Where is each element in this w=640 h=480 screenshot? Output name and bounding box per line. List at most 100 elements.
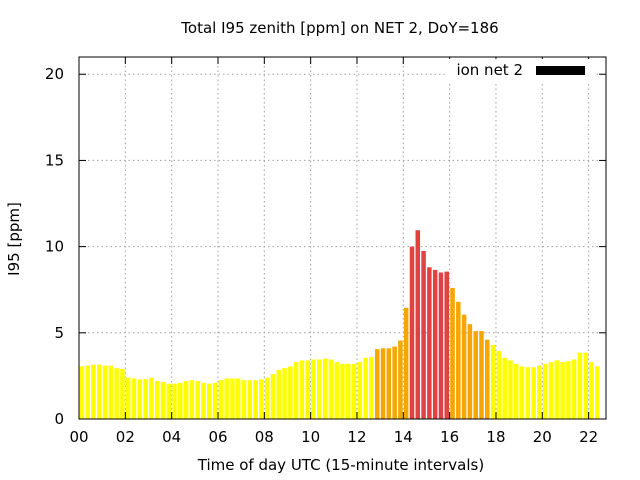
- bar: [438, 272, 444, 419]
- y-axis-label: I95 [ppm]: [5, 202, 23, 276]
- bar: [444, 271, 450, 419]
- bar: [589, 362, 594, 419]
- bar: [270, 374, 276, 419]
- bar: [253, 380, 258, 419]
- x-tick-label: 12: [347, 428, 366, 446]
- y-tick-label: 5: [54, 324, 64, 342]
- bar: [456, 301, 461, 419]
- bar: [79, 366, 85, 419]
- bar: [537, 365, 542, 419]
- bar: [479, 331, 484, 419]
- y-tick-label: 0: [54, 410, 64, 428]
- bar: [137, 379, 143, 419]
- x-tick-label: 16: [440, 428, 459, 446]
- x-tick-label: 02: [116, 428, 135, 446]
- bar: [241, 380, 247, 419]
- bar: [369, 356, 374, 419]
- bar: [571, 359, 577, 419]
- bar: [496, 350, 502, 419]
- bar: [432, 269, 438, 419]
- bar: [531, 367, 536, 419]
- x-tick-label: 14: [394, 428, 413, 446]
- grid: [79, 57, 606, 419]
- bar: [334, 362, 339, 419]
- bar: [125, 377, 131, 419]
- x-tick-label: 10: [301, 428, 320, 446]
- bar: [513, 363, 519, 419]
- bar: [519, 366, 525, 419]
- y-tick-label: 20: [45, 65, 64, 83]
- bar: [85, 365, 90, 419]
- bar: [235, 378, 241, 419]
- bar: [207, 383, 212, 419]
- y-tick-label: 10: [45, 238, 64, 256]
- bar: [340, 363, 345, 419]
- bar: [322, 358, 328, 419]
- chart-title: Total I95 zenith [ppm] on NET 2, DoY=186: [180, 19, 498, 37]
- bar: [427, 267, 432, 419]
- bar: [293, 362, 299, 419]
- bar: [398, 340, 403, 419]
- bar: [183, 381, 189, 419]
- bar: [189, 380, 195, 419]
- bar: [403, 307, 409, 419]
- bar: [102, 365, 108, 419]
- legend-label: ion net 2: [456, 61, 523, 79]
- bar: [548, 362, 554, 419]
- bar: [421, 250, 426, 419]
- bar: [288, 366, 293, 419]
- bar: [380, 348, 386, 419]
- bar: [299, 360, 305, 419]
- bar: [485, 339, 490, 419]
- bar: [172, 383, 177, 419]
- bar: [154, 381, 160, 419]
- bar: [91, 364, 96, 419]
- bar: [143, 379, 148, 419]
- bar: [386, 348, 392, 419]
- x-tick-label: 06: [208, 428, 227, 446]
- legend-swatch: [536, 66, 585, 75]
- bar: [490, 344, 496, 419]
- bar: [502, 357, 507, 419]
- bar: [195, 381, 200, 419]
- ticks: [78, 57, 606, 420]
- x-tick-label: 00: [69, 428, 88, 446]
- bar: [97, 364, 102, 419]
- bar: [264, 377, 270, 419]
- bar: [508, 360, 513, 419]
- bar: [566, 361, 571, 419]
- bars: [79, 230, 600, 419]
- bar: [595, 366, 600, 419]
- bar: [276, 369, 282, 419]
- bar: [409, 246, 415, 419]
- bar: [467, 324, 473, 419]
- bar: [374, 349, 380, 419]
- bar: [577, 352, 583, 419]
- bar: [554, 360, 560, 419]
- x-tick-label: 22: [579, 428, 598, 446]
- legend-box: [445, 59, 595, 81]
- x-tick-label: 08: [255, 428, 274, 446]
- bar: [357, 362, 363, 419]
- bar: [415, 230, 421, 419]
- plot-frame: [78, 56, 607, 420]
- bar: [218, 380, 224, 419]
- bar: [224, 378, 229, 419]
- bar: [450, 287, 455, 419]
- x-tick-label: 18: [486, 428, 505, 446]
- bar: [178, 382, 183, 419]
- bar: [149, 377, 154, 419]
- bar: [305, 360, 311, 419]
- legend: ion net 2: [445, 59, 595, 81]
- bar: [108, 365, 114, 419]
- bar: [259, 379, 264, 419]
- bar: [311, 359, 316, 419]
- bar: [282, 368, 287, 419]
- bar: [201, 382, 206, 419]
- bar: [317, 359, 322, 419]
- bar: [212, 382, 218, 419]
- x-axis-label: Time of day UTC (15-minute intervals): [197, 456, 484, 474]
- bar: [560, 362, 565, 419]
- bar: [114, 368, 119, 419]
